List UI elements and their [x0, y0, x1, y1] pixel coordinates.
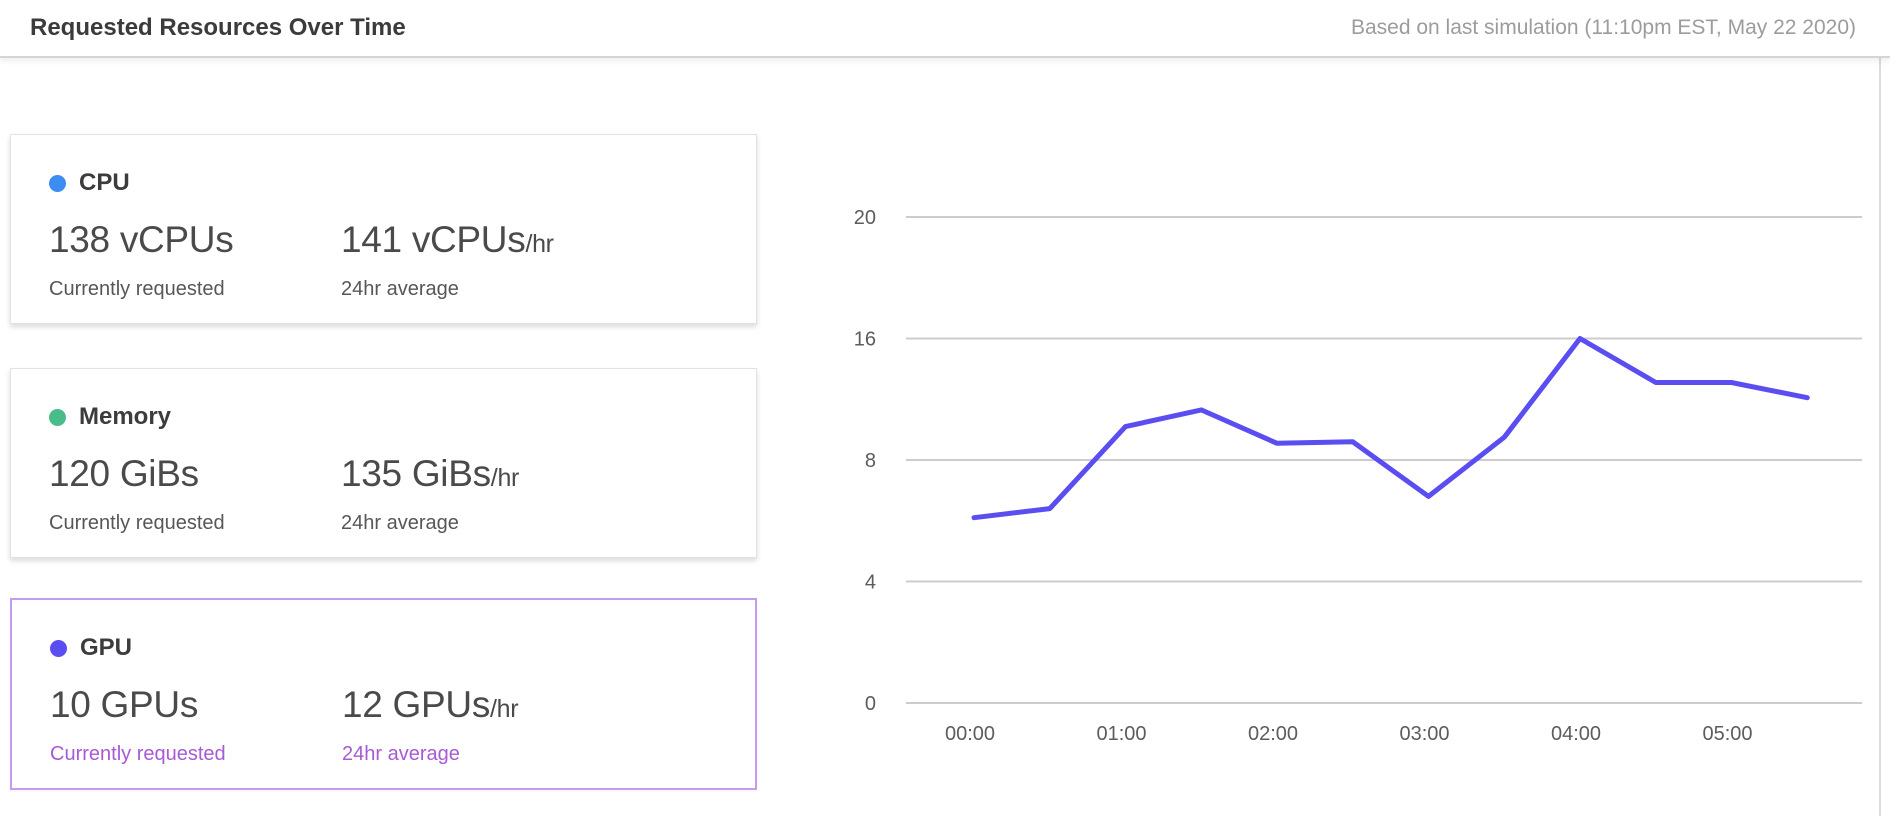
x-axis-tick-label: 00:00 — [945, 723, 995, 745]
last-simulation-timestamp: Based on last simulation (11:10pm EST, M… — [1350, 16, 1856, 39]
y-axis-tick-label: 0 — [865, 693, 876, 715]
cpu-current-value: 138 vCPUs — [49, 219, 234, 260]
cpu-legend-dot-icon — [49, 174, 66, 192]
cpu-average-caption: 24hr average — [341, 278, 459, 300]
memory-current-value: 120 GiBs — [49, 453, 199, 494]
card-gpu-title: GPU — [80, 634, 133, 661]
card-cpu-values: 138 vCPUs Currently requested 141 vCPUs/… — [49, 219, 728, 301]
card-gpu-header: GPU — [50, 634, 727, 662]
memory-average-unit-suffix: /hr — [490, 464, 520, 492]
cpu-average-value: 141 vCPUs/hr — [341, 219, 554, 261]
x-axis-tick-label: 01:00 — [1096, 723, 1146, 745]
card-gpu-values: 10 GPUs Currently requested 12 GPUs/hr 2… — [50, 684, 727, 766]
card-memory-current: 120 GiBs Currently requested — [49, 453, 341, 535]
memory-average-caption: 24hr average — [341, 512, 459, 534]
memory-average-value: 135 GiBs/hr — [341, 453, 519, 495]
y-axis-tick-label: 20 — [854, 207, 876, 229]
cpu-average-number: 141 vCPUs — [341, 219, 526, 260]
resource-card-memory[interactable]: Memory 120 GiBs Currently requested 135 … — [10, 368, 757, 558]
cpu-current-caption: Currently requested — [49, 278, 225, 300]
gpu-average-unit-suffix: /hr — [490, 695, 519, 723]
gpu-current-value: 10 GPUs — [50, 684, 199, 725]
memory-current-caption: Currently requested — [49, 512, 225, 534]
cpu-average-unit-suffix: /hr — [525, 230, 554, 258]
card-gpu-current: 10 GPUs Currently requested — [50, 684, 342, 766]
panel-header: Requested Resources Over Time Based on l… — [0, 0, 1890, 58]
x-axis-tick-label: 05:00 — [1702, 723, 1752, 745]
gpu-requested-line — [971, 336, 1810, 521]
memory-legend-dot-icon — [49, 408, 66, 426]
resource-card-cpu[interactable]: CPU 138 vCPUs Currently requested 141 vC… — [10, 134, 757, 324]
gpu-average-caption: 24hr average — [342, 743, 460, 765]
card-gpu-average: 12 GPUs/hr 24hr average — [342, 684, 519, 766]
x-axis-tick-label: 04:00 — [1551, 723, 1601, 745]
y-axis-tick-label: 4 — [865, 572, 876, 594]
card-memory-title: Memory — [79, 403, 172, 430]
y-axis-tick-label: 16 — [854, 329, 876, 351]
memory-average-number: 135 GiBs — [341, 453, 491, 494]
card-cpu-header: CPU — [49, 169, 728, 197]
right-edge-divider — [1879, 10, 1881, 816]
gpu-average-number: 12 GPUs — [342, 684, 491, 725]
resource-card-gpu[interactable]: GPU 10 GPUs Currently requested 12 GPUs/… — [10, 598, 757, 790]
gpu-average-value: 12 GPUs/hr — [342, 684, 519, 726]
card-memory-header: Memory — [49, 403, 728, 431]
card-memory-average: 135 GiBs/hr 24hr average — [341, 453, 519, 535]
gpu-current-caption: Currently requested — [50, 743, 226, 765]
card-memory-values: 120 GiBs Currently requested 135 GiBs/hr… — [49, 453, 728, 535]
x-axis-tick-label: 02:00 — [1248, 723, 1298, 745]
y-axis-tick-label: 8 — [865, 450, 876, 472]
x-axis-tick-label: 03:00 — [1399, 723, 1449, 745]
gpu-legend-dot-icon — [50, 639, 67, 657]
card-cpu-average: 141 vCPUs/hr 24hr average — [341, 219, 554, 301]
card-cpu-current: 138 vCPUs Currently requested — [49, 219, 341, 301]
card-cpu-title: CPU — [79, 169, 130, 196]
page-title: Requested Resources Over Time — [30, 14, 406, 41]
